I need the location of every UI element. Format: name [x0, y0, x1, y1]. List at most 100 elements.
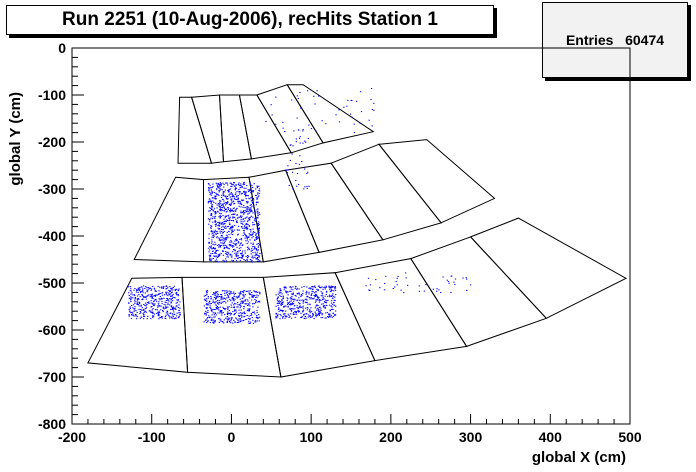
hit-point [255, 234, 257, 236]
hit-point [147, 294, 150, 296]
hit-point [247, 228, 249, 230]
hit-point [220, 293, 223, 295]
hit-point [212, 218, 214, 220]
hit-point [224, 300, 226, 302]
hit-point [179, 307, 181, 309]
hit-point [318, 313, 321, 315]
stats-entries-label: Entries [565, 32, 614, 48]
hit-point [248, 304, 250, 306]
hit-point [315, 315, 317, 316]
hit-point [244, 194, 247, 196]
hit-point [225, 221, 228, 222]
hit-point [212, 216, 214, 218]
hit-point [145, 311, 147, 313]
hit-point [244, 252, 246, 254]
hit-point [303, 286, 305, 288]
hit-point [209, 259, 211, 261]
hit-point [256, 237, 258, 239]
hit-point [239, 291, 242, 293]
hit-point [245, 236, 247, 238]
hit-point [298, 311, 300, 312]
hit-point [225, 215, 227, 217]
hit-point [234, 252, 236, 254]
hit-point [169, 304, 171, 306]
hit-point [213, 235, 215, 237]
hit-point [161, 287, 163, 289]
hit-point [242, 302, 244, 304]
hit-point [221, 244, 223, 246]
hit-point [256, 202, 258, 203]
hit-point [276, 302, 278, 304]
hit-point [135, 310, 137, 312]
hit-point [259, 292, 261, 294]
hit-point [290, 309, 293, 311]
hit-point [466, 278, 468, 280]
hit-point [250, 203, 252, 205]
hit-point [215, 255, 217, 257]
hit-point [240, 247, 242, 249]
hit-point [242, 250, 244, 252]
hit-point [179, 312, 181, 314]
hit-point [254, 255, 256, 257]
hit-point [462, 277, 464, 279]
hit-point [248, 310, 250, 311]
hit-point [231, 254, 233, 256]
hit-point [252, 257, 254, 259]
x-tick-label: 300 [459, 429, 483, 445]
hit-point [239, 318, 242, 320]
hit-point [134, 297, 136, 299]
hit-point [242, 254, 244, 256]
hit-point [222, 240, 224, 242]
hit-point [245, 235, 247, 236]
hit-point [250, 197, 252, 199]
hit-point [256, 185, 258, 187]
hit-point [249, 293, 251, 295]
hit-point [243, 210, 245, 211]
hit-point [227, 207, 229, 208]
hit-point [222, 203, 224, 205]
hit-point [244, 260, 246, 261]
hit-point [153, 300, 155, 302]
hit-point [221, 198, 224, 200]
hit-point [256, 260, 259, 262]
hit-point [207, 247, 210, 249]
hit-point [243, 227, 245, 229]
hit-point [208, 249, 211, 251]
hit-point [225, 227, 227, 229]
hit-point [242, 294, 244, 296]
hit-point [330, 287, 332, 289]
hit-point [249, 318, 251, 320]
hit-point [211, 208, 213, 210]
hit-point [140, 292, 142, 294]
hit-point [213, 248, 215, 249]
hit-point [212, 235, 214, 237]
hit-point [250, 313, 252, 315]
hit-point [214, 312, 216, 314]
hit-point [225, 182, 227, 184]
hit-point [141, 298, 144, 300]
hit-point [214, 319, 216, 321]
hit-point [210, 253, 212, 255]
hit-point [169, 294, 171, 296]
hit-point [172, 309, 174, 311]
hit-point [238, 229, 241, 231]
hit-point [312, 314, 315, 316]
hit-point [215, 225, 217, 227]
hit-point [234, 213, 236, 215]
hit-point [235, 243, 237, 244]
hit-point [144, 296, 146, 298]
hit-point [171, 289, 173, 291]
hit-point [137, 289, 139, 291]
hit-point [331, 303, 334, 305]
hit-point [309, 298, 311, 300]
hit-point [206, 292, 208, 294]
hit-point [213, 211, 216, 213]
x-axis-label: global X (cm) [532, 449, 626, 466]
hit-point [276, 316, 279, 318]
hit-point [227, 208, 229, 210]
hit-point [235, 196, 238, 198]
hit-point [225, 308, 227, 310]
hit-point [324, 288, 326, 290]
hit-point [279, 301, 282, 303]
hit-point [292, 145, 294, 147]
